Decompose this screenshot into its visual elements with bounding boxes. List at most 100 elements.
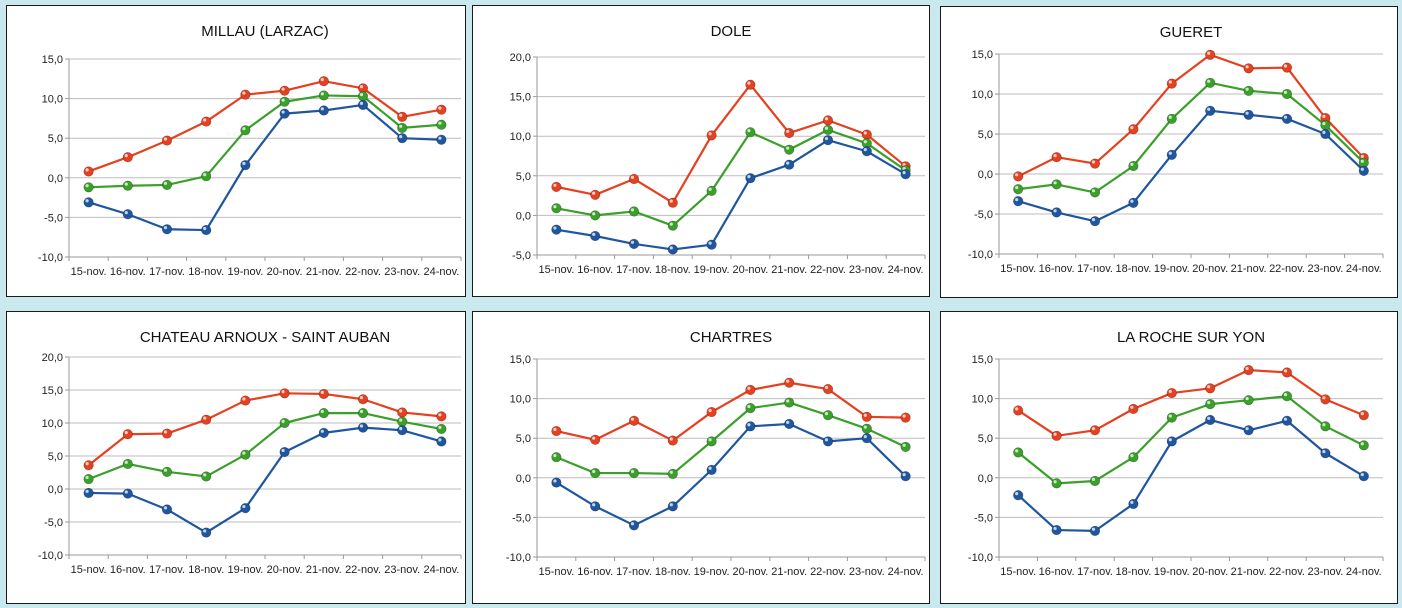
chart-svg: CHATEAU ARNOUX - SAINT AUBAN -10,0 -5,0 0,0…	[38, 329, 462, 576]
data-point-max	[745, 384, 756, 395]
data-point-highlight	[1091, 527, 1096, 531]
data-point-highlight	[1283, 90, 1288, 94]
data-point-highlight	[1207, 400, 1211, 405]
data-point-mean	[1128, 160, 1139, 172]
data-point-highlight	[669, 199, 673, 203]
data-point-max	[822, 115, 834, 126]
x-tick-label: 23-nov.	[1307, 566, 1343, 578]
data-point-min	[436, 134, 447, 145]
data-point-highlight	[1168, 438, 1172, 442]
data-point-highlight	[630, 469, 635, 474]
data-point-highlight	[863, 413, 867, 417]
data-point-highlight	[1360, 412, 1364, 416]
y-tick-label: 5,0	[978, 433, 993, 445]
data-point-min	[436, 436, 447, 447]
data-point-max	[122, 429, 133, 440]
data-point-highlight	[1091, 427, 1096, 431]
data-point-min	[397, 133, 408, 144]
data-point-highlight	[438, 136, 442, 140]
data-point-highlight	[708, 466, 712, 470]
x-tick-label: 18-nov.	[1115, 263, 1151, 275]
data-point-max	[1051, 152, 1062, 163]
data-point-highlight	[1053, 526, 1057, 531]
data-point-mean	[628, 467, 640, 479]
y-tick-label: 15,0	[42, 54, 63, 66]
data-point-highlight	[630, 522, 635, 526]
data-point-highlight	[708, 408, 712, 413]
series-line-max	[556, 83, 907, 204]
data-point-highlight	[203, 473, 207, 477]
data-point-max	[1051, 430, 1062, 441]
data-point-highlight	[592, 191, 596, 195]
data-point-highlight	[85, 489, 89, 493]
data-point-highlight	[1015, 173, 1019, 177]
data-point-highlight	[320, 77, 324, 82]
data-point-highlight	[592, 503, 596, 507]
data-point-highlight	[1207, 385, 1211, 389]
y-tick-label: 10,0	[42, 94, 63, 106]
y-tick-label: 0,0	[978, 169, 993, 181]
data-point-mean	[1281, 88, 1293, 100]
y-tick-label: 0,0	[978, 473, 993, 485]
y-tick-label: -10,0	[506, 552, 531, 564]
y-tick-label: -5,0	[974, 209, 993, 221]
x-tick-label: 19-nov.	[694, 264, 730, 276]
data-point-highlight	[85, 475, 89, 480]
data-point-mean	[161, 179, 173, 191]
data-point-highlight	[399, 135, 403, 139]
data-point-min	[201, 527, 212, 538]
x-tick-label: 15-nov.	[71, 266, 107, 278]
data-point-highlight	[359, 396, 364, 400]
data-point-highlight	[203, 118, 207, 122]
data-point-max	[240, 89, 251, 100]
x-tick-label: 24-nov.	[888, 566, 924, 578]
data-point-highlight	[1168, 80, 1172, 84]
data-point-max	[1205, 383, 1216, 394]
data-point-max	[745, 79, 756, 90]
data-point-max	[1243, 364, 1254, 376]
data-point-highlight	[1091, 160, 1096, 164]
x-tick-label: 18-nov.	[188, 266, 224, 278]
data-point-highlight	[242, 91, 246, 95]
y-tick-label: 0,0	[48, 484, 63, 496]
data-point-max	[1089, 425, 1101, 436]
data-point-highlight	[824, 126, 829, 130]
data-point-mean	[279, 417, 290, 429]
data-point-min	[706, 239, 717, 250]
data-point-highlight	[281, 448, 285, 453]
x-tick-label: 20-nov.	[1192, 566, 1228, 578]
data-point-highlight	[824, 136, 829, 141]
data-point-highlight	[359, 409, 364, 414]
data-point-highlight	[163, 181, 168, 185]
series-line-max	[556, 381, 906, 442]
x-tick-label: 22-nov.	[1269, 263, 1305, 275]
y-tick-label: -5,0	[44, 212, 63, 224]
y-tick-label: 20,0	[510, 52, 531, 64]
series-line-min	[88, 426, 442, 534]
data-point-highlight	[1015, 407, 1019, 411]
data-point-highlight	[1207, 51, 1211, 55]
y-tick-label: 15,0	[510, 354, 531, 366]
data-point-highlight	[203, 529, 207, 533]
data-point-max	[318, 388, 329, 400]
data-point-min	[1051, 207, 1062, 218]
data-point-mean	[1051, 478, 1062, 489]
data-point-mean	[161, 466, 173, 477]
x-tick-label: 21-nov.	[1231, 263, 1267, 275]
x-tick-label: 21-nov.	[306, 564, 342, 576]
chart-title: CHATEAU ARNOUX - SAINT AUBAN	[140, 329, 390, 346]
data-point-highlight	[902, 473, 906, 477]
x-tick-label: 16-nov.	[110, 564, 146, 576]
data-point-highlight	[1015, 198, 1019, 202]
data-point-min	[318, 427, 329, 438]
data-point-max	[551, 181, 562, 192]
x-tick-label: 18-nov.	[655, 566, 691, 578]
data-point-highlight	[630, 240, 635, 244]
data-point-min	[745, 421, 756, 432]
data-point-min	[1281, 113, 1293, 124]
data-point-mean	[240, 125, 251, 136]
data-point-highlight	[1322, 450, 1326, 454]
data-point-highlight	[320, 409, 324, 414]
y-tick-label: 0,0	[516, 210, 531, 222]
